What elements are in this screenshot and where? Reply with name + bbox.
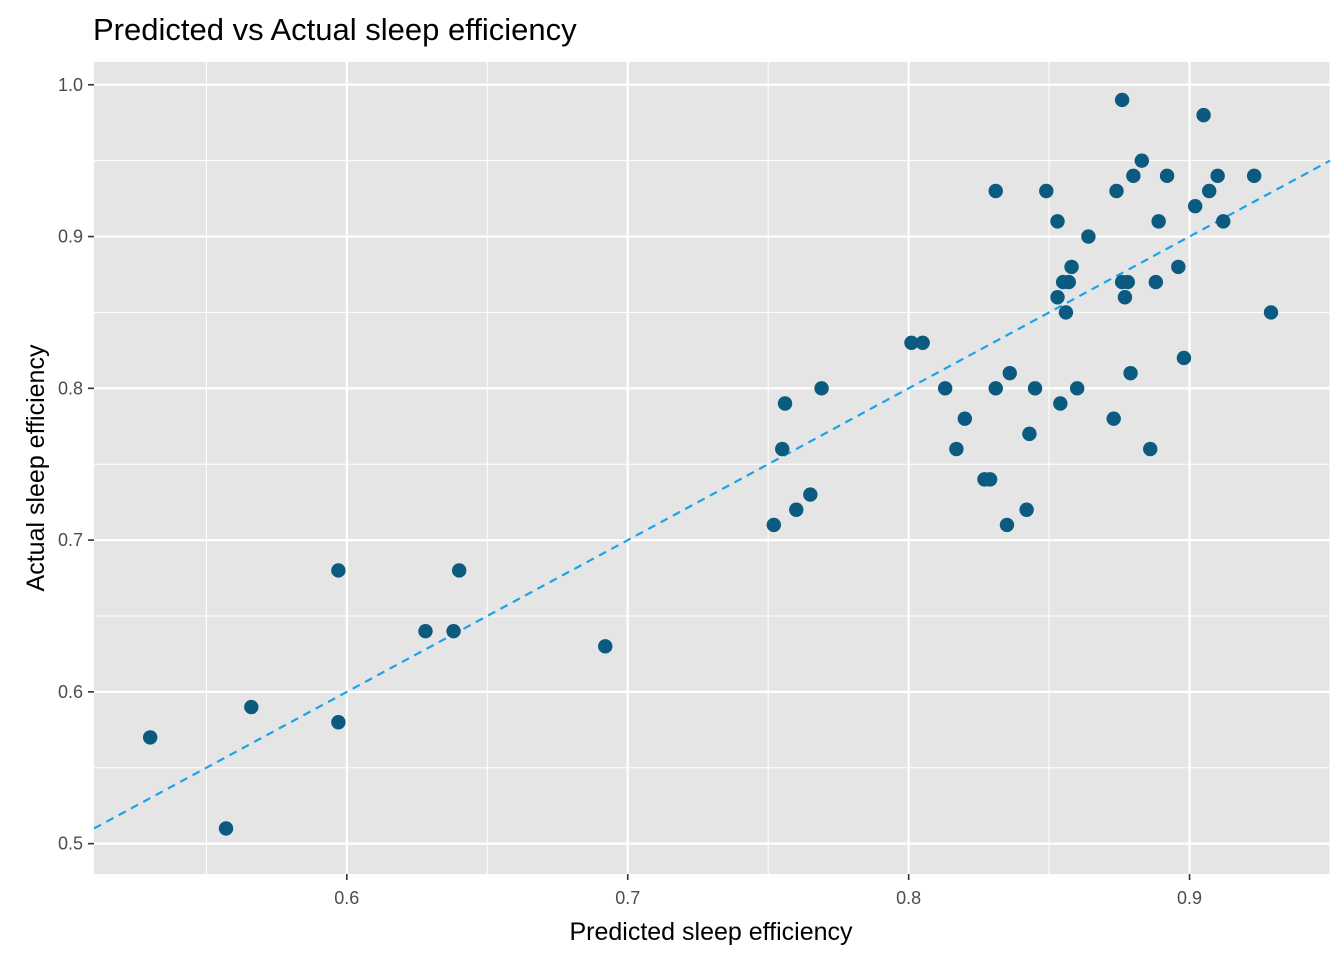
data-point	[1027, 381, 1043, 396]
data-point	[451, 563, 467, 578]
data-point	[915, 335, 930, 350]
data-point	[1117, 290, 1133, 305]
y-tick-label: 0.8	[58, 378, 83, 398]
chart-title: Predicted vs Actual sleep efficiency	[93, 12, 577, 47]
data-point	[1148, 274, 1164, 290]
data-point	[142, 730, 158, 745]
x-axis-ticks: 0.6 0.7 0.8 0.9	[334, 874, 1202, 908]
data-point	[937, 381, 953, 396]
data-point	[1151, 214, 1166, 229]
data-point	[1022, 426, 1037, 442]
minor-gridlines	[94, 62, 1331, 874]
x-tick-label: 0.8	[896, 888, 921, 908]
y-tick-label: 0.7	[58, 530, 83, 550]
x-axis-title: Predicted sleep efficiency	[569, 918, 853, 946]
data-point	[999, 517, 1015, 533]
x-tick-label: 0.9	[1177, 888, 1202, 908]
data-point	[1053, 396, 1068, 411]
data-point	[446, 623, 461, 639]
data-point	[1069, 381, 1085, 396]
data-point	[1058, 305, 1074, 320]
data-points	[142, 92, 1279, 836]
data-point	[1106, 411, 1121, 426]
data-point	[789, 502, 804, 517]
data-point	[957, 411, 973, 426]
data-point	[803, 487, 818, 502]
x-tick-label: 0.7	[615, 888, 640, 908]
data-point	[331, 563, 346, 578]
data-point	[331, 715, 346, 730]
data-point	[1039, 183, 1054, 199]
major-gridlines	[94, 62, 1330, 874]
data-point	[1134, 153, 1149, 168]
data-point	[1050, 290, 1065, 305]
y-tick-label: 0.5	[58, 834, 83, 854]
data-point	[949, 441, 964, 457]
data-point	[1002, 365, 1017, 381]
data-point	[1216, 214, 1231, 229]
data-point	[1176, 350, 1192, 366]
x-tick-label: 0.6	[334, 888, 359, 908]
data-point	[814, 381, 829, 396]
data-point	[218, 821, 234, 836]
data-point	[1143, 441, 1158, 457]
data-point	[598, 639, 613, 654]
plot-panel	[94, 62, 1330, 874]
data-point	[988, 381, 1003, 396]
data-point	[1246, 168, 1262, 184]
data-point	[1114, 92, 1130, 108]
data-point	[244, 699, 259, 715]
data-point	[988, 183, 1003, 199]
y-tick-label: 0.9	[58, 227, 83, 247]
data-point	[1019, 502, 1034, 517]
data-point	[1263, 305, 1279, 320]
data-point	[766, 517, 781, 533]
data-point	[1050, 214, 1065, 229]
data-point	[1202, 183, 1217, 199]
reference-line-y-equals-x	[93, 159, 1331, 830]
data-point	[904, 335, 919, 350]
data-point	[1064, 259, 1079, 275]
data-point	[775, 441, 790, 457]
y-axis-title: Actual sleep efficiency	[22, 344, 50, 591]
data-point	[1159, 168, 1175, 184]
y-tick-label: 1.0	[58, 75, 83, 95]
data-point	[1120, 274, 1135, 290]
data-point	[777, 396, 793, 411]
data-point	[1123, 365, 1138, 381]
data-point	[1081, 229, 1096, 244]
data-point	[1171, 259, 1186, 275]
data-point	[1196, 107, 1211, 123]
data-point	[1061, 274, 1076, 290]
data-point	[1126, 168, 1141, 184]
y-axis-ticks: 0.5 0.6 0.7 0.8 0.9 1.0	[58, 75, 94, 854]
y-tick-label: 0.6	[58, 682, 83, 702]
data-point	[982, 472, 998, 487]
data-point	[1210, 168, 1225, 184]
data-point	[1109, 183, 1124, 199]
data-point	[1187, 198, 1203, 214]
data-point	[418, 623, 433, 639]
